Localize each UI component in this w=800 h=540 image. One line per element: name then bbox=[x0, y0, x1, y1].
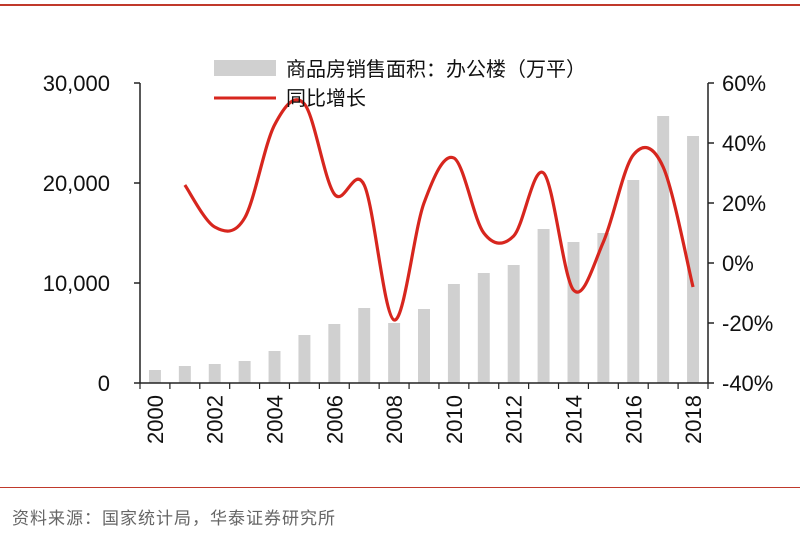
bar-2011 bbox=[477, 273, 490, 383]
bar-2010 bbox=[447, 284, 460, 383]
x-tick-label: 2016 bbox=[621, 395, 646, 444]
right-tick-label: 20% bbox=[722, 191, 766, 216]
x-tick-label: 2018 bbox=[681, 395, 706, 444]
x-tick-label: 2004 bbox=[263, 395, 288, 444]
bar-2017 bbox=[657, 116, 670, 383]
line-series bbox=[183, 98, 695, 322]
x-axis-labels: 2000 2002 2004 2006 2008 2010 2012 2014 2016 2018 bbox=[143, 395, 706, 444]
bar-2009 bbox=[418, 309, 430, 383]
legend-line-label: 同比增长 bbox=[286, 86, 366, 110]
axes bbox=[134, 82, 714, 389]
bar-2001 bbox=[178, 366, 191, 383]
bar-2013 bbox=[537, 229, 550, 383]
bar-2007 bbox=[358, 308, 371, 383]
bar-2006 bbox=[328, 324, 341, 383]
bar-2004 bbox=[268, 351, 281, 383]
bar-2003 bbox=[238, 361, 251, 383]
x-tick-label: 2014 bbox=[561, 395, 586, 444]
bar-2008 bbox=[388, 323, 401, 383]
bar-series bbox=[148, 116, 700, 383]
legend-bar-label: 商品房销售面积：办公楼（万平） bbox=[286, 57, 586, 81]
bar-2014 bbox=[567, 242, 580, 383]
legend: 商品房销售面积：办公楼（万平） 同比增长 bbox=[214, 57, 586, 110]
bar-2002 bbox=[208, 364, 221, 383]
bar-2015 bbox=[597, 233, 610, 383]
source-note: 资料来源：国家统计局，华泰证券研究所 bbox=[12, 509, 336, 529]
x-tick-label: 2000 bbox=[143, 395, 168, 444]
left-tick-label: 30,000 bbox=[43, 71, 110, 96]
x-tick-label: 2012 bbox=[502, 395, 527, 444]
x-tick-label: 2010 bbox=[442, 395, 467, 444]
x-tick-label: 2008 bbox=[382, 395, 407, 444]
right-tick-label: 60% bbox=[722, 71, 766, 96]
right-tick-label: -40% bbox=[722, 371, 773, 396]
right-tick-label: 40% bbox=[722, 131, 766, 156]
right-axis-labels: -40% -20% 0% 20% 40% 60% bbox=[722, 71, 773, 396]
bar-2005 bbox=[298, 335, 311, 383]
top-rule bbox=[0, 4, 800, 6]
right-tick-label: 0% bbox=[722, 251, 754, 276]
right-tick-label: -20% bbox=[722, 311, 773, 336]
growth-line bbox=[183, 98, 695, 322]
legend-bar-swatch bbox=[214, 60, 276, 76]
bar-2012 bbox=[507, 265, 520, 383]
bar-2000 bbox=[148, 370, 161, 383]
left-tick-label: 10,000 bbox=[43, 271, 110, 296]
left-tick-label: 0 bbox=[98, 371, 110, 396]
bar-2018 bbox=[687, 136, 700, 383]
x-tick-label: 2002 bbox=[203, 395, 228, 444]
left-tick-label: 20,000 bbox=[43, 171, 110, 196]
bottom-rule bbox=[0, 487, 800, 488]
left-axis-labels: 0 10,000 20,000 30,000 bbox=[43, 71, 110, 396]
x-tick-label: 2006 bbox=[322, 395, 347, 444]
bar-2016 bbox=[627, 180, 640, 383]
